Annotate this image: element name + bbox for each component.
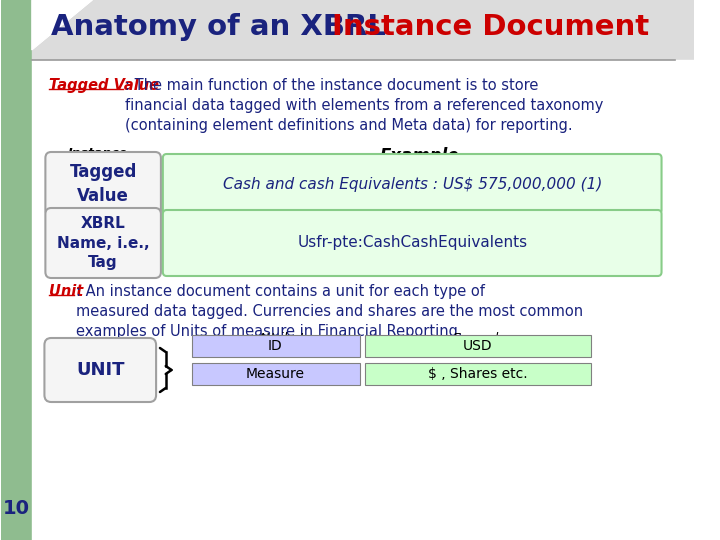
Text: Attribute: Attribute — [258, 332, 312, 345]
Bar — [365, 335, 591, 357]
Text: Instance Document: Instance Document — [333, 13, 649, 41]
Bar — [192, 363, 360, 385]
Text: $ , Shares etc.: $ , Shares etc. — [428, 367, 528, 381]
FancyBboxPatch shape — [45, 152, 161, 216]
Text: USD: USD — [463, 339, 492, 353]
Bar — [32, 60, 694, 540]
Text: Tagged Value: Tagged Value — [49, 78, 159, 93]
Bar — [1, 0, 32, 540]
Text: UNIT: UNIT — [76, 361, 125, 379]
Text: Tagged
Value: Tagged Value — [69, 163, 137, 205]
Text: Unit: Unit — [49, 284, 84, 299]
FancyBboxPatch shape — [163, 210, 662, 276]
Text: Measure: Measure — [246, 367, 305, 381]
Text: XBRL
Name, i.e.,
Tag: XBRL Name, i.e., Tag — [57, 215, 150, 271]
Text: Usfr-pte:CashCashEquivalents: Usfr-pte:CashCashEquivalents — [297, 235, 527, 251]
Bar — [192, 335, 360, 357]
FancyBboxPatch shape — [163, 154, 662, 214]
FancyBboxPatch shape — [45, 208, 161, 278]
Bar — [32, 0, 694, 60]
Text: : An instance document contains a unit for each type of
measured data tagged. Cu: : An instance document contains a unit f… — [76, 284, 583, 339]
Text: Instance
Component: Instance Component — [57, 147, 138, 176]
Text: Example: Example — [453, 332, 507, 345]
Text: : The main function of the instance document is to store
financial data tagged w: : The main function of the instance docu… — [125, 78, 603, 133]
FancyBboxPatch shape — [45, 338, 156, 402]
Polygon shape — [32, 0, 93, 50]
Text: 10: 10 — [3, 499, 30, 518]
Text: Cash and cash Equivalents : US$ 575,000,000 (1): Cash and cash Equivalents : US$ 575,000,… — [222, 177, 602, 192]
Bar — [365, 363, 591, 385]
Text: ID: ID — [268, 339, 283, 353]
Text: Example: Example — [380, 147, 459, 165]
Polygon shape — [32, 0, 93, 50]
Text: Anatomy of an XBRL: Anatomy of an XBRL — [51, 13, 396, 41]
